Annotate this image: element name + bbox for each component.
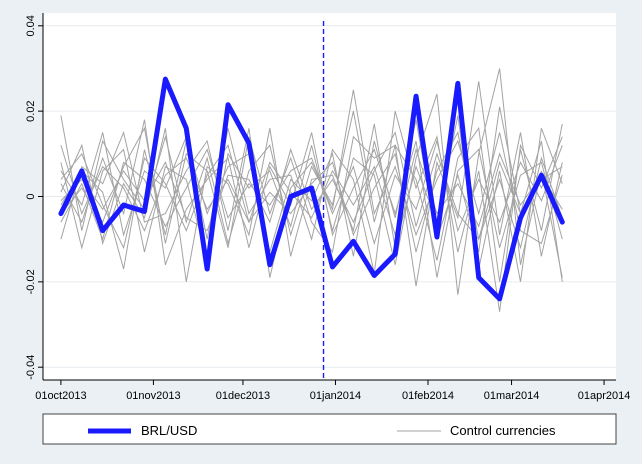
x-tick-label: 01nov2013 [126, 390, 180, 402]
x-tick-label: 01jan2014 [310, 390, 361, 402]
x-tick-label: 01dec2013 [216, 390, 270, 402]
legend-box [42, 413, 617, 445]
y-tick-label: -0.02 [25, 269, 37, 294]
x-tick-label: 01mar2014 [484, 390, 540, 402]
x-tick-label: 01apr2014 [578, 390, 631, 402]
legend-label-controls: Control currencies [450, 423, 556, 438]
control-currency-line [60, 139, 563, 246]
legend-label-brl: BRL/USD [141, 423, 197, 438]
y-tick-label: 0.02 [25, 100, 37, 121]
brl-usd-line [58, 76, 565, 302]
x-tick-label: 01oct2013 [35, 390, 86, 402]
control-currency-line [60, 119, 563, 278]
control-currency-line [60, 68, 563, 295]
x-tick-label: 01feb2014 [402, 390, 454, 402]
x-axis-ticks: 01oct2013 01nov2013 01dec2013 01jan2014 01fe… [35, 380, 630, 402]
y-tick-label: 0 [25, 193, 37, 199]
legend: BRL/USD Control currencies [42, 413, 617, 445]
control-series-group [60, 68, 563, 312]
control-currency-line [60, 145, 563, 237]
y-tick-label: -0.04 [25, 355, 37, 380]
control-currency-line [60, 89, 563, 278]
y-tick-label: 0.04 [25, 15, 37, 36]
brl-series-group [58, 76, 565, 302]
control-currency-line [60, 111, 563, 312]
control-currency-line [60, 106, 563, 282]
control-currency-line [60, 81, 563, 287]
y-axis-ticks: -0.04 -0.02 0 0.02 0.04 [25, 15, 43, 380]
